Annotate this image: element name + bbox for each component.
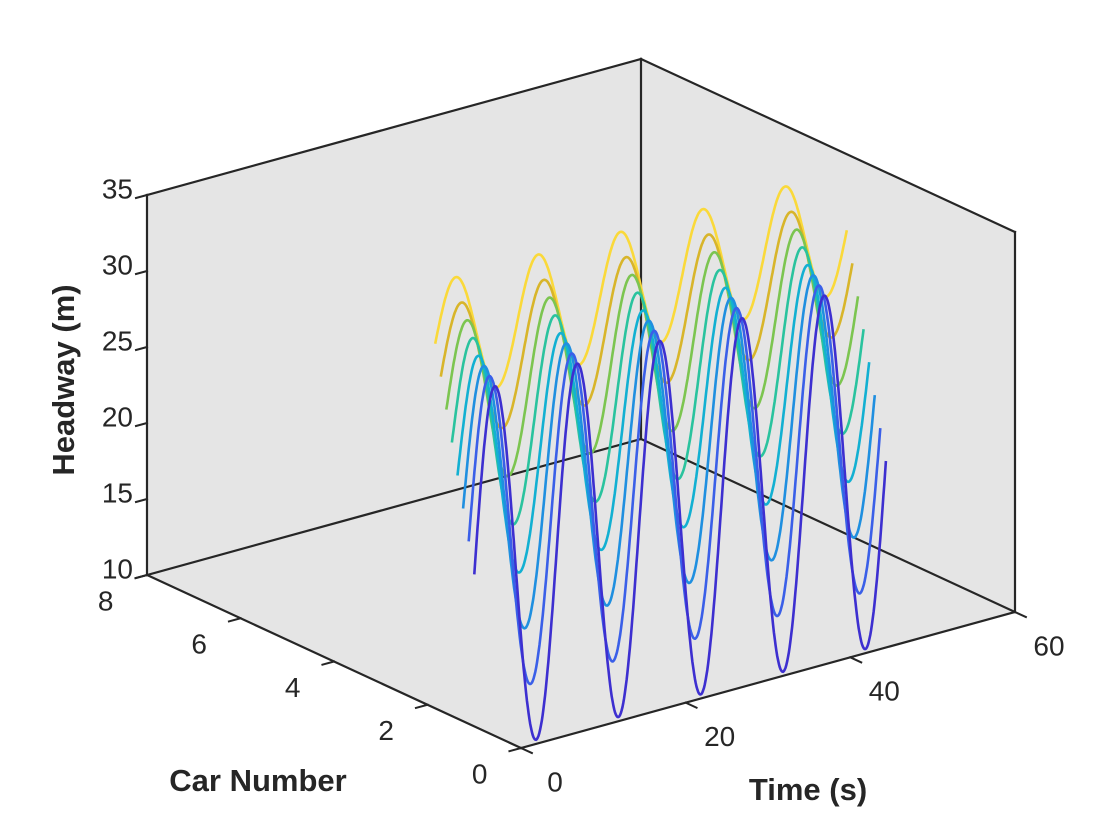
z-tick-2 xyxy=(134,421,149,428)
back-floor-edge xyxy=(145,437,643,577)
axis-ticks: 0 20 40 60 0 2 4 6 810 15 20 25 30 35 xyxy=(98,173,1065,797)
y-tick-1 xyxy=(414,703,429,710)
z-tick-label-2: 20 xyxy=(102,401,133,432)
series-line-car-5 xyxy=(450,246,865,526)
floor-edge-right xyxy=(639,437,1017,614)
z-tick-label-3: 25 xyxy=(102,325,133,356)
side-top-edge xyxy=(639,57,1017,234)
back-top-edge xyxy=(145,57,643,197)
x-tick-1 xyxy=(684,701,698,710)
series-line-car-8 xyxy=(433,185,849,389)
x-tick-label-1: 20 xyxy=(704,721,735,752)
x-tick-label-0: 0 xyxy=(547,766,563,797)
y-tick-label-3: 6 xyxy=(191,629,207,660)
y-tick-2 xyxy=(321,660,336,666)
y-tick-label-0: 0 xyxy=(472,758,488,789)
y-axis-title: Car Number xyxy=(169,763,346,798)
z-tick-4 xyxy=(134,269,149,276)
y-tick-label-2: 4 xyxy=(285,672,301,703)
z-tick-label-5: 35 xyxy=(102,173,133,204)
z-tick-label-4: 30 xyxy=(102,249,133,280)
x-tick-3 xyxy=(1013,610,1028,619)
x-tick-2 xyxy=(849,656,863,664)
back-pane xyxy=(147,59,641,575)
y-tick-3 xyxy=(227,617,242,623)
z-tick-0 xyxy=(134,573,149,580)
x-tick-label-3: 60 xyxy=(1033,630,1064,661)
z-axis-title: Headway (m) xyxy=(46,284,81,475)
series-lines xyxy=(433,185,888,742)
x-tick-0 xyxy=(519,746,534,755)
z-tick-3 xyxy=(134,345,149,352)
z-tick-1 xyxy=(134,497,149,504)
y-tick-0 xyxy=(508,746,523,753)
y-tick-label-4: 8 xyxy=(98,585,114,616)
x-axis-title: Time (s) xyxy=(749,772,867,807)
series-line-car-4 xyxy=(456,263,871,574)
series-line-car-2 xyxy=(467,284,882,686)
z-tick-5 xyxy=(134,193,149,200)
x-axis-line xyxy=(519,610,1017,750)
x-tick-label-2: 40 xyxy=(869,676,900,707)
z-tick-label-0: 10 xyxy=(102,553,133,584)
series-line-car-3 xyxy=(461,273,877,630)
y-tick-label-1: 2 xyxy=(378,715,394,746)
axis-edges xyxy=(145,57,1017,750)
series-line-car-1 xyxy=(473,294,888,742)
z-tick-label-1: 15 xyxy=(102,477,133,508)
